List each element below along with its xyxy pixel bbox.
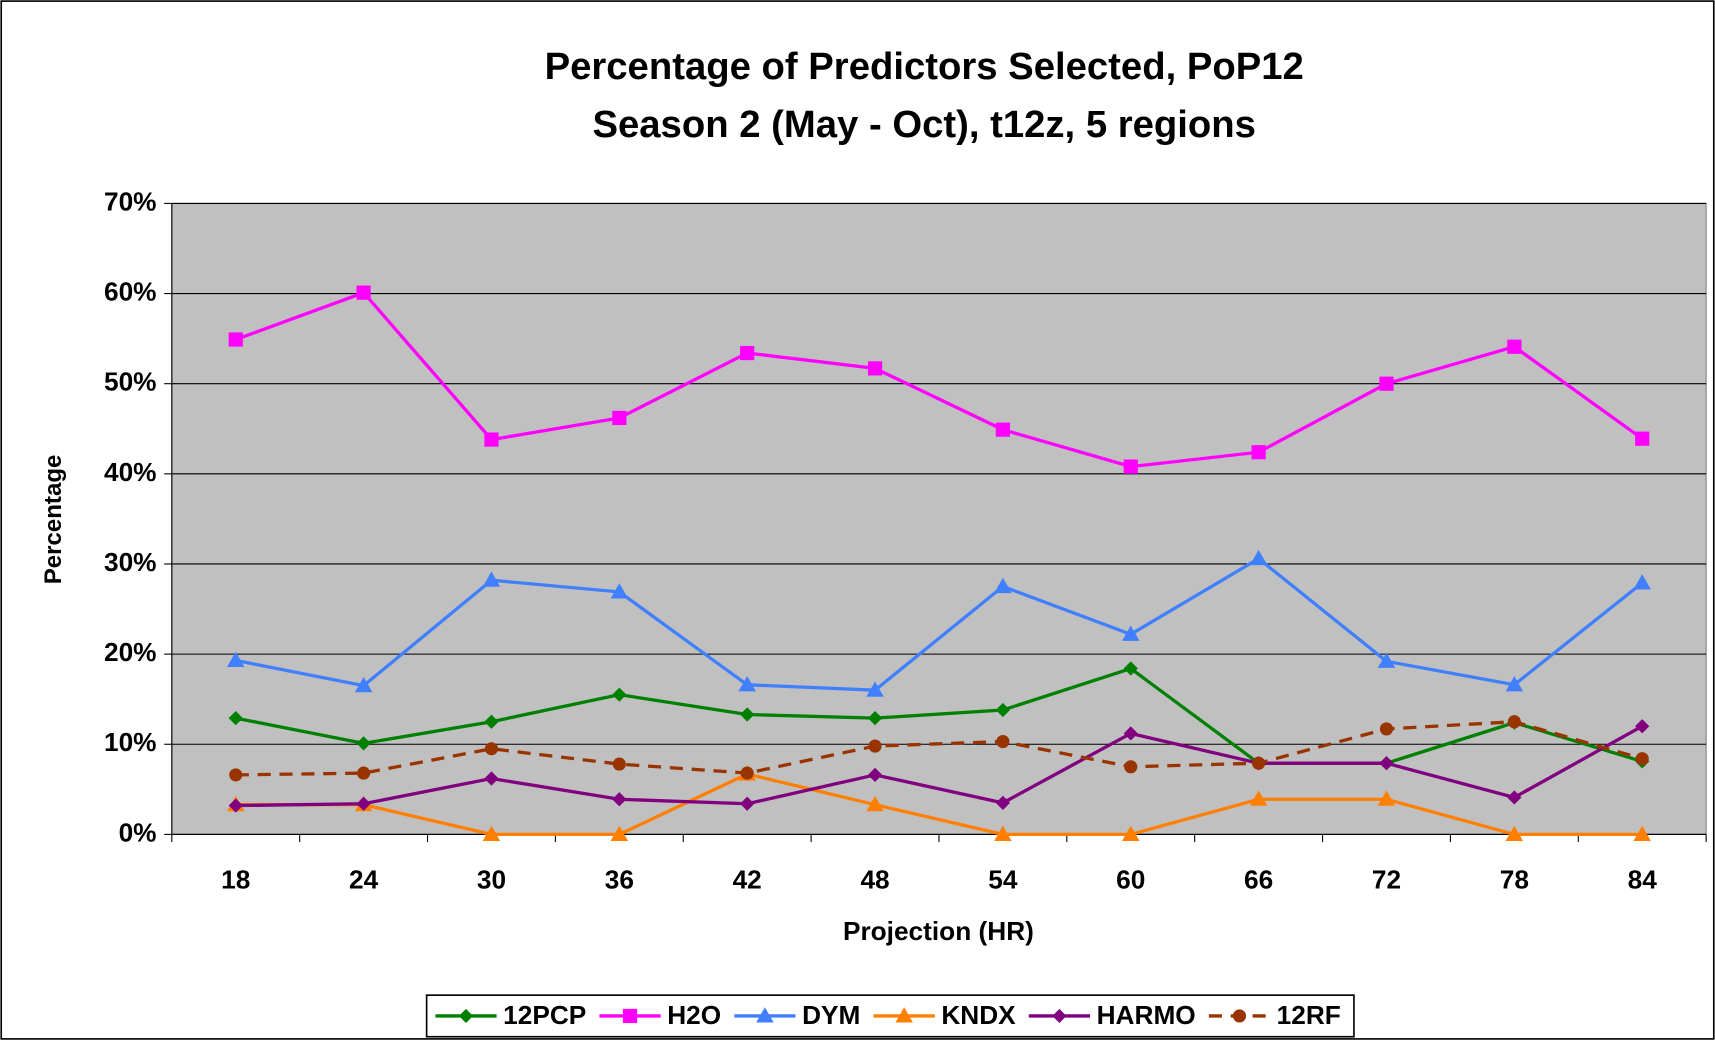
y-tick-label: 70%: [104, 186, 157, 216]
marker: [484, 432, 499, 447]
marker: [1249, 790, 1268, 806]
chart-title: Percentage of Predictors Selected, PoP12: [545, 45, 1304, 88]
x-tick-label: 48: [860, 864, 889, 894]
x-tick-label: 66: [1244, 864, 1273, 894]
x-tick-label: 30: [477, 864, 506, 894]
x-tick-label: 42: [733, 864, 762, 894]
marker: [867, 361, 883, 376]
x-tick-label: 72: [1372, 864, 1401, 894]
marker: [1635, 431, 1650, 446]
legend-label: DYM: [802, 1000, 860, 1030]
marker: [740, 707, 755, 722]
marker: [1379, 376, 1394, 391]
marker: [1507, 715, 1521, 729]
x-tick-label: 18: [221, 864, 250, 894]
marker: [996, 734, 1010, 749]
series-line: [235, 772, 1643, 837]
series-line: [235, 724, 1643, 808]
marker: [357, 766, 371, 780]
marker: [1124, 760, 1138, 774]
legend-label: HARMO: [1097, 1000, 1196, 1030]
marker: [1507, 339, 1522, 354]
marker: [1379, 722, 1394, 736]
marker: [1633, 574, 1651, 590]
marker: [612, 410, 627, 426]
marker: [612, 792, 627, 807]
marker: [1379, 756, 1394, 771]
marker: [1232, 1009, 1247, 1023]
marker: [994, 825, 1012, 841]
series-line: [235, 556, 1644, 692]
y-tick-label: 20%: [104, 637, 157, 667]
marker: [1252, 756, 1266, 770]
marker: [610, 583, 629, 599]
marker: [866, 795, 884, 812]
x-tick-label: 54: [988, 864, 1018, 894]
marker: [356, 285, 371, 300]
legend-label: H2O: [667, 1000, 721, 1030]
x-tick-label: 78: [1500, 864, 1529, 894]
chart-subtitle: Season 2 (May - Oct), t12z, 5 regions: [592, 103, 1255, 146]
marker: [1377, 652, 1396, 668]
marker: [612, 757, 626, 771]
marker: [1635, 752, 1649, 766]
series-line: [235, 720, 1643, 777]
x-tick-label: 24: [349, 864, 379, 894]
marker: [610, 825, 629, 841]
marker: [1377, 790, 1396, 806]
marker: [868, 739, 882, 753]
marker: [738, 676, 756, 692]
legend-label: 12PCP: [503, 1000, 586, 1030]
marker: [1249, 549, 1268, 566]
series-line: [235, 666, 1643, 765]
y-tick-label: 50%: [104, 367, 157, 397]
x-axis-label: Projection (HR): [843, 916, 1034, 946]
y-tick-label: 30%: [104, 547, 157, 577]
x-tick-label: 60: [1116, 864, 1145, 894]
marker: [484, 771, 499, 786]
series-line: [235, 290, 1644, 469]
series: [229, 715, 1649, 782]
plot-area: [171, 202, 1707, 835]
marker: [895, 1007, 913, 1023]
marker: [740, 766, 754, 780]
legend: 12PCP H2O DYM KNDX HARMO 12RF: [425, 994, 1355, 1038]
marker: [484, 714, 499, 729]
marker: [866, 681, 884, 697]
marker: [994, 577, 1012, 594]
marker: [1251, 445, 1266, 460]
marker: [1633, 825, 1651, 841]
x-tick-label: 36: [605, 864, 634, 894]
marker: [1505, 676, 1524, 692]
marker: [622, 1008, 638, 1024]
marker: [1505, 825, 1524, 841]
y-tick-label: 60%: [104, 276, 157, 306]
legend-label: KNDX: [941, 1000, 1016, 1030]
marker: [228, 332, 243, 347]
y-tick-label: 10%: [104, 727, 157, 757]
marker: [1052, 1008, 1067, 1024]
y-tick-label: 40%: [104, 457, 157, 487]
marker: [484, 742, 499, 756]
marker: [482, 571, 501, 587]
marker: [482, 825, 501, 841]
marker: [1123, 661, 1138, 676]
marker: [227, 651, 245, 667]
marker: [229, 768, 243, 782]
legend-label: 12RF: [1277, 1000, 1341, 1030]
marker: [1122, 825, 1140, 841]
x-tick-label: 84: [1628, 864, 1658, 894]
y-axis-label: Percentage: [40, 455, 67, 585]
marker: [995, 422, 1011, 437]
marker: [756, 1007, 774, 1023]
marker: [354, 676, 373, 693]
series: [227, 549, 1651, 697]
marker: [1122, 625, 1140, 641]
marker: [740, 345, 755, 361]
series: [228, 285, 1650, 474]
marker: [1123, 459, 1138, 474]
y-tick-label: 0%: [119, 817, 157, 847]
